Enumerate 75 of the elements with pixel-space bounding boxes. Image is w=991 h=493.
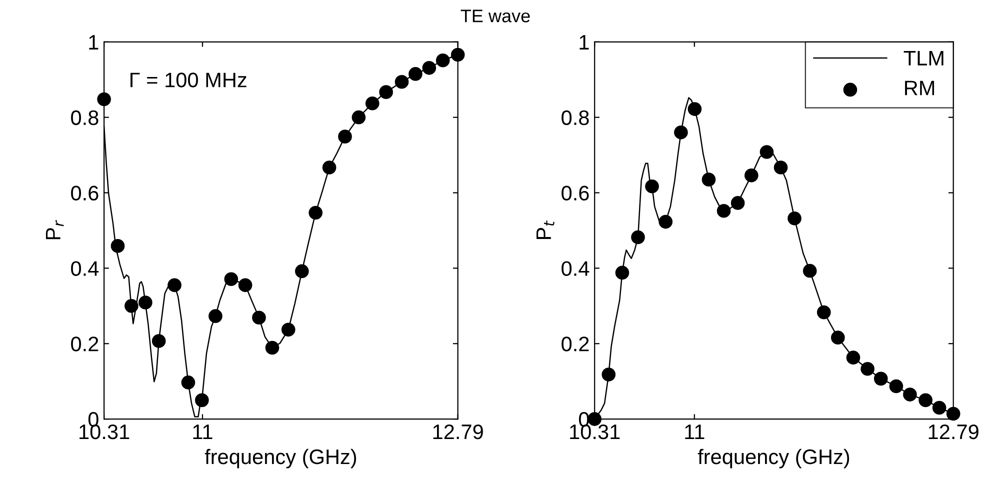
point (224, 272, 238, 286)
point (394, 74, 409, 89)
point (338, 130, 352, 144)
point (602, 368, 616, 382)
point (645, 179, 659, 194)
point (932, 400, 946, 415)
point (918, 393, 932, 408)
point (615, 266, 630, 280)
y-tick-label: 0.8 (71, 110, 98, 126)
point (138, 296, 152, 310)
x-tick-label: 10.31 (80, 424, 130, 440)
y-tick-label: 0.2 (562, 336, 589, 352)
legend-label: TLM (904, 51, 944, 66)
y-tick-label: 0.2 (71, 336, 98, 352)
x-tick-label: 11 (685, 424, 704, 440)
point (674, 126, 688, 140)
point (308, 206, 323, 220)
y-tick-label: 0.4 (562, 261, 590, 276)
x-tick-label: 11 (193, 424, 212, 440)
point (352, 110, 366, 124)
x-tick-label: 10.31 (570, 424, 620, 440)
point (760, 145, 774, 159)
point (295, 264, 309, 278)
point (658, 214, 673, 229)
point (195, 393, 209, 408)
point (365, 96, 380, 110)
point (450, 48, 465, 62)
point (265, 340, 280, 355)
point (379, 85, 393, 99)
y-tick-label: 0.4 (71, 261, 99, 276)
y-tick-label: 1 (89, 35, 98, 50)
y-tick-label: 0.8 (562, 110, 589, 126)
point (631, 230, 645, 244)
y-axis-title: P$_{r}$ (46, 220, 64, 240)
point (788, 212, 802, 226)
point (168, 278, 182, 292)
point (802, 264, 817, 278)
y-tick-label: 0.6 (71, 186, 98, 201)
point (252, 310, 266, 325)
point (238, 278, 252, 292)
point (97, 92, 111, 106)
x-tick-label: 12.79 (433, 424, 483, 440)
point (744, 168, 758, 182)
y-tick-label: 1 (580, 35, 589, 50)
point (408, 67, 422, 81)
point (436, 53, 450, 68)
text: TE wave (460, 10, 530, 22)
point (281, 322, 296, 337)
point (322, 160, 336, 174)
point (208, 309, 222, 323)
point (422, 61, 436, 75)
point (181, 376, 196, 390)
x-axis-title: frequency (GHz) (204, 448, 356, 468)
point (846, 350, 860, 364)
x-tick-label: 12.79 (928, 424, 978, 440)
annotation: Γ = 100 MHz (130, 72, 246, 88)
point (152, 334, 166, 348)
point (730, 196, 745, 210)
y-tick-label: 0.6 (562, 186, 589, 201)
point (860, 362, 874, 376)
y-axis-title: P$_{t}$ (536, 220, 554, 239)
x-axis-title: frequency (GHz) (698, 448, 850, 468)
point (946, 406, 960, 421)
point (903, 388, 917, 402)
point (688, 102, 702, 116)
point (774, 160, 788, 174)
point (816, 305, 831, 320)
point (874, 372, 888, 386)
point (110, 239, 125, 253)
point (124, 299, 138, 313)
point (716, 204, 731, 218)
point (889, 379, 904, 394)
point (831, 330, 845, 344)
legend-label: RM (905, 80, 934, 96)
point (702, 172, 716, 186)
